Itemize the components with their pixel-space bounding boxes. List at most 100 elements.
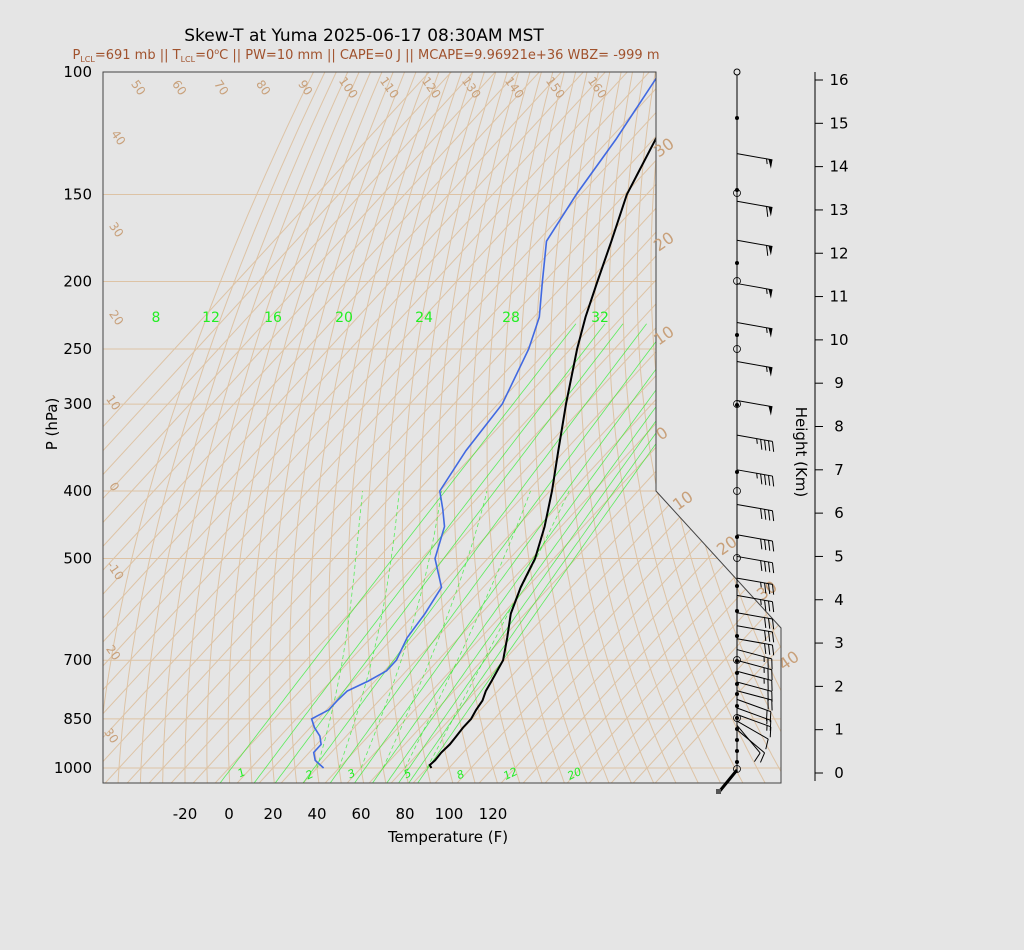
mixing-ratio-bottom-label: 20: [565, 765, 583, 783]
height-tick-label: 2: [834, 677, 844, 695]
mixing-ratio-label: 8: [152, 310, 161, 326]
chart-title: Skew-T at Yuma 2025-06-17 08:30AM MST: [184, 26, 544, 46]
wind-level-circle: [733, 400, 741, 408]
dry-adiabat-line: [365, 72, 463, 783]
isotherm-line: [535, 72, 781, 783]
wind-level-dot: [735, 116, 739, 120]
wind-barb-flag: [769, 711, 772, 723]
wind-barb-flag: [764, 561, 767, 572]
wind-barb-staff: [736, 707, 771, 721]
temperature-tick-label: 80: [395, 805, 414, 823]
wind-level-dot: [735, 609, 739, 613]
wind-level-circle: [733, 554, 741, 562]
wind-barb-flag: [760, 439, 763, 450]
wind-barb: [736, 534, 775, 552]
isotherm-label: 80: [253, 77, 273, 98]
isotherm-line: [103, 72, 659, 783]
wind-barb-staff: [736, 720, 769, 740]
isotherm-line: [645, 72, 781, 783]
wind-barb-flag: [768, 631, 771, 642]
wind-barb: [736, 625, 775, 643]
chart-subtitle: PLCL=691 mb || TLCL=0oC || PW=10 mm || C…: [73, 47, 660, 64]
mixing-ratio-bottom-label: 12: [501, 765, 519, 783]
dry-adiabat-line: [470, 72, 531, 783]
isotherm-line: [403, 72, 781, 783]
wind-barb-flag: [760, 473, 763, 485]
left-isotherm-label: 20: [106, 307, 126, 328]
pressure-tick-label: 700: [63, 651, 92, 669]
moist-adiabat-line: [360, 490, 442, 769]
dry-adiabat-label: 40: [775, 647, 803, 674]
isotherm-label: 60: [169, 77, 189, 98]
isotherm-line: [579, 72, 781, 783]
wind-level-dot: [735, 692, 739, 696]
mixing-ratio-bottom-label: 2: [304, 767, 316, 782]
wind-barb-staff: [736, 698, 771, 713]
left-isotherm-label: 40: [108, 127, 128, 148]
plot-grid: [103, 72, 781, 783]
wind-barb-staff: [736, 534, 773, 542]
wind-level-dot: [735, 470, 739, 474]
mixing-ratio-line: [275, 323, 624, 783]
wind-barb-flag: [760, 560, 763, 572]
wind-barb-staff: [736, 649, 772, 660]
pressure-tick-label: 150: [63, 186, 92, 204]
wind-barb-staff: [736, 434, 773, 442]
isotherm-line: [469, 72, 781, 783]
dry-adiabat-line: [139, 72, 337, 783]
wind-barb-pennant: [768, 206, 773, 217]
dry-adiabat-line: [518, 72, 588, 783]
dry-adiabat-line: [502, 72, 565, 783]
height-tick-label: 9: [834, 374, 844, 392]
pressure-tick-label: 500: [63, 549, 92, 567]
wind-barb-flag: [760, 508, 763, 520]
mixing-ratio-line: [330, 323, 670, 783]
wind-level-dot: [735, 749, 739, 753]
pressure-tick-label: 850: [63, 710, 92, 728]
mixing-ratio-label: 24: [415, 310, 433, 326]
wind-barb-staff: [736, 239, 773, 247]
dry-adiabat-label: 0: [652, 423, 671, 444]
wind-barb-staff: [736, 283, 773, 291]
wind-level-circle: [733, 277, 741, 285]
wind-barb-flag: [768, 561, 771, 573]
dry-adiabat-line: [636, 72, 766, 783]
wind-barb-flag: [764, 617, 767, 629]
isotherm-line: [103, 72, 461, 783]
wind-barb: [736, 690, 773, 711]
moist-adiabat-line: [426, 490, 570, 769]
wind-barb-staff: [736, 577, 773, 585]
isotherm-line: [103, 72, 593, 783]
profiles: [310, 72, 695, 769]
pressure-tick-label: 200: [63, 273, 92, 291]
dry-adiabat-line: [436, 72, 508, 783]
mixing-ratio-bottom-label: 5: [402, 766, 414, 781]
wind-barb-flag: [771, 601, 775, 613]
wind-barb: [736, 322, 773, 338]
wind-barb-staff: [736, 659, 772, 671]
wind-barb-pennant: [768, 245, 773, 256]
wind-barb-half-flag: [766, 158, 768, 165]
wind-barb-column: [716, 68, 775, 794]
wind-barb-flag: [771, 618, 775, 630]
temperature-profile-line: [428, 72, 695, 769]
wind-barb: [736, 720, 769, 750]
dry-adiabat-line: [227, 72, 383, 783]
wind-level-circle: [733, 487, 741, 495]
wind-barb-half-flag: [760, 599, 762, 605]
wind-barb-flag: [771, 476, 775, 487]
wind-level-dot: [735, 634, 739, 638]
wind-barb-flag: [766, 245, 769, 256]
left-isotherm-label: 30: [106, 219, 126, 240]
wind-barb-staff: [736, 594, 773, 603]
wind-barb-staff: [736, 503, 773, 512]
isotherm-line: [249, 72, 781, 783]
wind-barb: [736, 469, 775, 487]
wind-barb: [736, 670, 773, 691]
height-tick-label: 1: [834, 721, 844, 739]
wind-barb: [736, 283, 773, 299]
mixing-ratio-line: [354, 323, 691, 783]
isotherm-line: [139, 72, 781, 783]
wind-barb: [736, 638, 775, 656]
isotherm-line: [447, 72, 781, 783]
